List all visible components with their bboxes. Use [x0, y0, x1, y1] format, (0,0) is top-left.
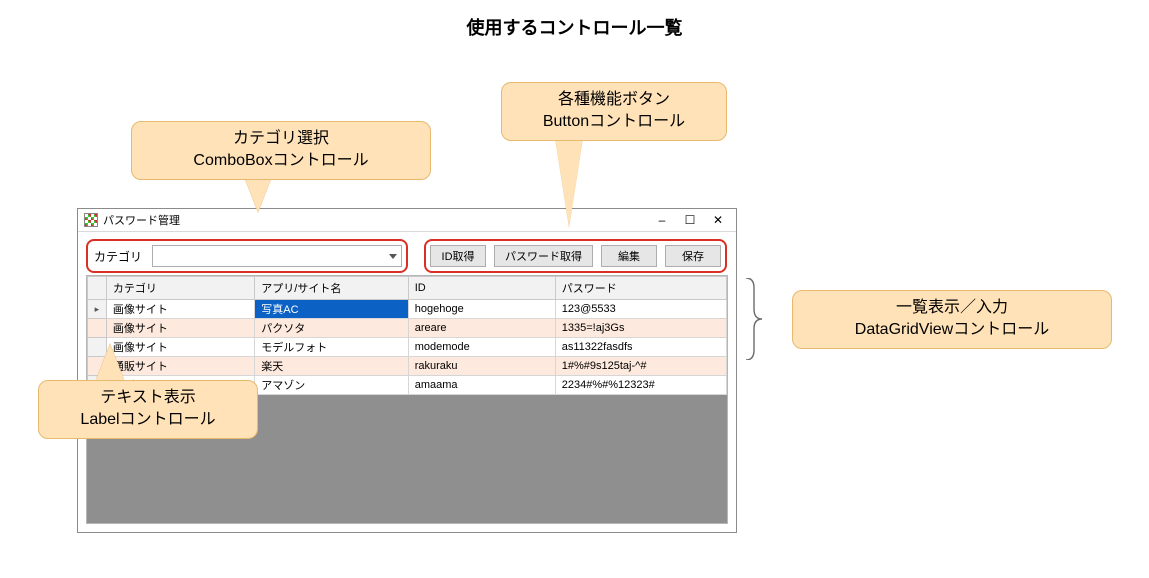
col-header-0[interactable]: カテゴリ — [106, 277, 254, 300]
cell[interactable]: as11322fasdfs — [555, 338, 726, 357]
cell[interactable]: 123@5533 — [555, 300, 726, 319]
cell[interactable]: 1335=!aj3Gs — [555, 319, 726, 338]
callout-datagridview: 一覧表示／入力 DataGridViewコントロール — [792, 290, 1112, 349]
table-row[interactable]: 画像サイトパクソタareare1335=!aj3Gs — [88, 319, 727, 338]
cell[interactable]: 画像サイト — [106, 300, 254, 319]
minimize-button[interactable]: – — [648, 210, 676, 230]
cell[interactable]: アマゾン — [255, 376, 408, 395]
app-icon — [84, 213, 98, 227]
cell[interactable]: amaama — [408, 376, 555, 395]
callout-label-pointer — [96, 344, 124, 380]
callout-combobox: カテゴリ選択 ComboBoxコントロール — [131, 121, 431, 180]
button-group-outline: ID取得 パスワード取得 編集 保存 — [424, 239, 727, 273]
callout-combobox-line1: カテゴリ選択 — [146, 128, 416, 150]
toolbar: カテゴリ ID取得 パスワード取得 編集 保存 — [78, 232, 736, 275]
col-header-1[interactable]: アプリ/サイト名 — [255, 277, 408, 300]
table-row[interactable]: 通販サイト楽天rakuraku1#%#9s125taj-^# — [88, 357, 727, 376]
window-title: パスワード管理 — [103, 212, 180, 228]
col-header-3[interactable]: パスワード — [555, 277, 726, 300]
callout-button: 各種機能ボタン Buttonコントロール — [501, 82, 727, 141]
category-group-outline: カテゴリ — [86, 239, 408, 273]
callout-button-line1: 各種機能ボタン — [516, 89, 712, 111]
cell[interactable]: 画像サイト — [106, 338, 254, 357]
row-header[interactable] — [88, 319, 107, 338]
get-id-button[interactable]: ID取得 — [430, 245, 486, 267]
callout-label-line1: テキスト表示 — [53, 387, 243, 409]
edit-button[interactable]: 編集 — [601, 245, 657, 267]
callout-combobox-pointer — [244, 176, 272, 212]
get-password-button[interactable]: パスワード取得 — [494, 245, 593, 267]
save-button[interactable]: 保存 — [665, 245, 721, 267]
callout-button-line2: Buttonコントロール — [516, 111, 712, 133]
close-button[interactable]: ✕ — [704, 210, 732, 230]
cell[interactable]: 通販サイト — [106, 357, 254, 376]
row-header[interactable] — [88, 300, 107, 319]
cell[interactable]: 楽天 — [255, 357, 408, 376]
table-row[interactable]: 画像サイト写真AChogehoge123@5533 — [88, 300, 727, 319]
cell[interactable]: 1#%#9s125taj-^# — [555, 357, 726, 376]
cell[interactable]: 画像サイト — [106, 319, 254, 338]
table-row[interactable]: 画像サイトモデルフォトmodemodeas11322fasdfs — [88, 338, 727, 357]
page-title: 使用するコントロール一覧 — [0, 14, 1149, 40]
callout-dgv-line2: DataGridViewコントロール — [807, 319, 1097, 341]
maximize-button[interactable]: ☐ — [676, 210, 704, 230]
cell[interactable]: areare — [408, 319, 555, 338]
callout-label-line2: Labelコントロール — [53, 409, 243, 431]
cell[interactable]: rakuraku — [408, 357, 555, 376]
cell[interactable]: 2234#%#%12323# — [555, 376, 726, 395]
cell[interactable]: 写真AC — [255, 300, 408, 319]
callout-combobox-line2: ComboBoxコントロール — [146, 150, 416, 172]
cell[interactable]: パクソタ — [255, 319, 408, 338]
brace-icon — [744, 278, 762, 360]
cell[interactable]: modemode — [408, 338, 555, 357]
category-label: カテゴリ — [92, 248, 146, 265]
callout-label: テキスト表示 Labelコントロール — [38, 380, 258, 439]
cell[interactable]: モデルフォト — [255, 338, 408, 357]
callout-button-pointer — [555, 137, 583, 227]
category-combobox[interactable] — [152, 245, 402, 267]
cell[interactable]: hogehoge — [408, 300, 555, 319]
titlebar[interactable]: パスワード管理 – ☐ ✕ — [78, 209, 736, 232]
callout-dgv-line1: 一覧表示／入力 — [807, 297, 1097, 319]
app-window: パスワード管理 – ☐ ✕ カテゴリ ID取得 パスワード取得 編集 保存 — [77, 208, 737, 533]
col-header-2[interactable]: ID — [408, 277, 555, 300]
grid-corner[interactable] — [88, 277, 107, 300]
